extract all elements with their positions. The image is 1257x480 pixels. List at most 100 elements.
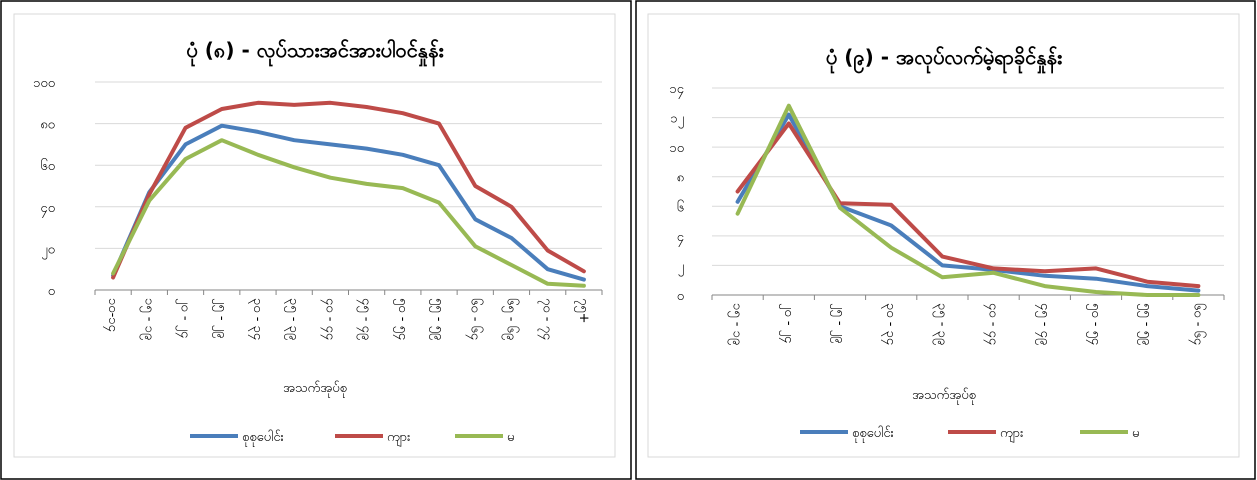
data-point-total <box>1145 284 1149 288</box>
data-point-female <box>292 165 296 169</box>
data-point-male <box>582 269 586 273</box>
data-point-total <box>401 153 405 157</box>
data-point-male <box>1196 284 1200 288</box>
series-line-male <box>111 100 586 280</box>
data-point-female <box>1043 284 1047 288</box>
data-point-total <box>437 163 441 167</box>
data-point-female <box>184 157 188 161</box>
chart-area <box>13 13 616 458</box>
data-point-male <box>220 107 224 111</box>
y-tick-labels: ၀ ၂ ၄ ၆ ၈ ၁၀ ၁၂ ၁၄ <box>669 82 684 304</box>
data-point-male <box>509 205 513 209</box>
data-point-male <box>365 105 369 109</box>
x-tick-label: ၃၀ - ၃၄ <box>881 303 898 346</box>
data-point-total <box>1094 277 1098 281</box>
y-tick-label: ၂ <box>678 259 684 276</box>
y-tick-label: ၄၀ <box>40 201 55 218</box>
x-tick-label: ၂၅ - ၂၉ <box>830 303 847 343</box>
y-tick-label: ၁၄ <box>669 82 684 99</box>
x-tick-label: ၁၅ - ၁၉ <box>139 298 156 340</box>
data-point-male <box>1145 280 1149 284</box>
data-point-total <box>256 130 260 134</box>
x-tick-label: ၁၅ - ၁၉ <box>728 303 745 345</box>
legend-label-total: စုစုပေါင်း <box>242 429 284 447</box>
data-point-female <box>838 206 842 210</box>
series-lines <box>735 103 1201 297</box>
x-tick-label: ၂၀ - ၂၄ <box>176 298 193 339</box>
data-point-total <box>328 142 332 146</box>
data-point-female <box>365 182 369 186</box>
x-tick-label: ၄၅ - ၄၉ <box>357 298 374 340</box>
x-tick-label: ၁၀-၁၄ <box>103 298 120 333</box>
data-point-male <box>889 203 893 207</box>
data-point-total <box>1043 274 1047 278</box>
x-tick-label: ၆၀ - ၆၄ <box>465 298 483 341</box>
y-tick-label: ၈၀ <box>40 118 55 133</box>
y-tick-label: ၆၀ <box>40 158 55 174</box>
data-point-total <box>473 217 477 221</box>
y-tick-label: ၁၂ <box>670 112 684 129</box>
data-point-male <box>787 121 791 125</box>
data-point-female <box>1094 290 1098 294</box>
labor-force-participation-chart: ပုံ (၈) - လုပ်သားအင်အားပါဝင်နှုန်း ၀၂၀၄၀… <box>13 13 616 458</box>
data-point-total <box>1196 289 1200 293</box>
data-point-total <box>889 224 893 228</box>
legend: စုစုပေါင်း ကျား မ <box>190 429 514 447</box>
gridlines <box>711 87 1225 300</box>
x-tick-label: ၃၅ - ၃၉ <box>932 303 949 345</box>
data-point-male <box>1094 266 1098 270</box>
legend-label-male: ကျား <box>387 430 410 447</box>
legend-label-total: စုစုပေါင်း <box>852 425 894 443</box>
x-tick-label: ၄၅ - ၄၉ <box>1035 303 1052 345</box>
y-tick-label: ၂၀ <box>41 242 55 259</box>
legend: စုစုပေါင်း ကျား မ <box>800 425 1139 443</box>
data-point-total <box>365 147 369 151</box>
data-point-male <box>147 192 151 196</box>
y-tick-label: ၆ <box>677 199 684 215</box>
x-tick-label: ၅၀ - ၅၄ <box>1086 303 1103 346</box>
legend-label-male: ကျား <box>1000 426 1023 443</box>
series-line-total <box>111 123 586 282</box>
unemployment-rate-chart: ပုံ (၉) - အလုပ်လက်မဲ့ရာခိုင်နှုန်း ၀၂၄၆၈… <box>647 13 1240 458</box>
data-point-total <box>220 124 224 128</box>
x-axis-label: အသက်အုပ်စု <box>912 387 976 405</box>
x-tick-labels: ၁၅ - ၁၉ ၂၀ - ၂၄ ၂၅ - ၂၉ ၃၀ - ၃၄ ၃၅ - ၃၉ ၄၀ - … <box>728 303 1207 346</box>
data-point-male <box>111 276 115 280</box>
y-tick-labels: ၀ ၂၀ ၄၀ ၆၀ ၈၀ ၁၀၀ <box>33 76 55 299</box>
y-tick-label: ၈ <box>677 171 684 186</box>
data-point-female <box>147 199 151 203</box>
data-point-female <box>111 271 115 275</box>
y-tick-label: ၁၀၀ <box>33 76 55 91</box>
data-point-female <box>992 271 996 275</box>
data-point-total <box>736 200 740 204</box>
data-point-total <box>546 267 550 271</box>
gridlines <box>94 81 603 295</box>
x-tick-label: ၃၀ - ၃၄ <box>248 298 265 341</box>
x-tick-label: ၂၅ - ၂၉ <box>212 298 229 338</box>
series-line-female <box>111 138 586 288</box>
data-point-total <box>940 263 944 267</box>
y-tick-label: ၀ <box>677 289 684 304</box>
data-point-male <box>940 255 944 259</box>
data-point-total <box>582 278 586 282</box>
data-point-male <box>292 103 296 107</box>
data-point-total <box>184 142 188 146</box>
data-point-total <box>787 113 791 117</box>
data-point-female <box>220 138 224 142</box>
data-point-female <box>328 176 332 180</box>
data-point-female <box>787 104 791 108</box>
x-tick-labels: ၁၀-၁၄ ၁၅ - ၁၉ ၂၀ - ၂၄ ၂၅ - ၂၉ ၃၀ - ၃၄ ၃၅ - ၃၉… <box>103 298 591 341</box>
data-point-male <box>992 266 996 270</box>
data-point-female <box>1196 293 1200 297</box>
data-point-total <box>509 236 513 240</box>
data-point-male <box>546 248 550 252</box>
x-tick-label: ၆၀ - ၆၄ <box>1188 303 1206 346</box>
data-point-female <box>889 246 893 250</box>
x-tick-label: ၂၀ - ၂၄ <box>779 303 796 344</box>
x-tick-label: ၇၀ - ၇၄ <box>538 298 555 341</box>
data-point-male <box>473 184 477 188</box>
y-tick-label: ၀ <box>48 284 55 299</box>
data-point-male <box>328 101 332 105</box>
x-tick-label: ၆၅ - ၆၉ <box>501 298 519 340</box>
